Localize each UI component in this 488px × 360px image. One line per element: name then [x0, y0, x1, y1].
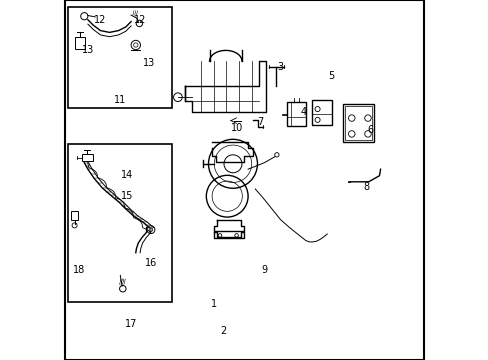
- Text: 14: 14: [121, 170, 133, 180]
- Text: 4: 4: [300, 107, 306, 117]
- Text: 16: 16: [144, 258, 157, 268]
- Bar: [345, 106, 371, 140]
- Text: 7: 7: [257, 117, 264, 127]
- Bar: [81, 154, 92, 161]
- Text: 13: 13: [142, 58, 155, 68]
- Text: 18: 18: [73, 265, 85, 275]
- Text: 13: 13: [81, 45, 94, 55]
- Text: 8: 8: [363, 182, 369, 192]
- Bar: [68, 7, 172, 108]
- Text: 12: 12: [94, 15, 106, 25]
- Text: 3: 3: [277, 62, 283, 72]
- Text: 5: 5: [327, 71, 333, 81]
- Text: 11: 11: [114, 95, 126, 105]
- Text: 6: 6: [366, 125, 373, 135]
- Bar: [75, 37, 85, 49]
- Text: 10: 10: [231, 123, 243, 133]
- Text: 9: 9: [261, 265, 267, 275]
- Text: 2: 2: [219, 326, 225, 336]
- Text: 17: 17: [124, 319, 137, 329]
- Bar: [311, 100, 331, 125]
- Text: 12: 12: [134, 15, 146, 25]
- Text: 15: 15: [121, 191, 133, 201]
- Bar: [286, 102, 305, 126]
- Bar: [68, 144, 172, 302]
- Bar: [71, 211, 78, 220]
- Text: 1: 1: [210, 299, 217, 309]
- Bar: [343, 104, 373, 142]
